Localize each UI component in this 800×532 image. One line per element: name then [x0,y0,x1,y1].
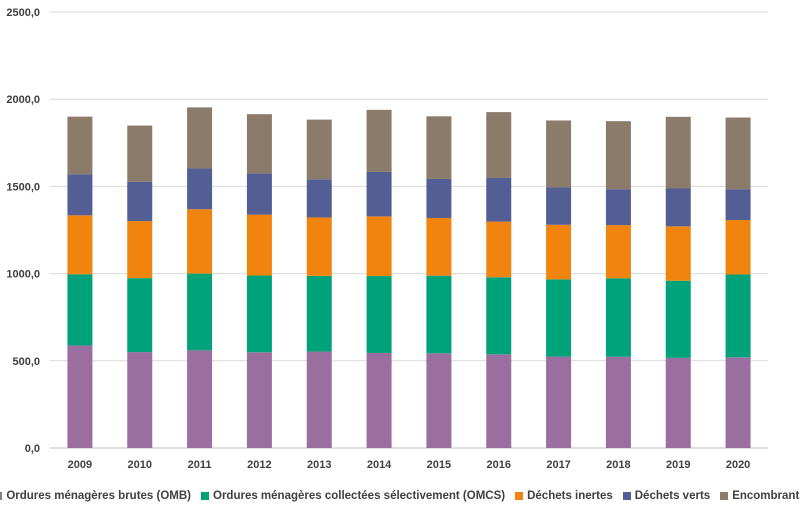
legend-item: Ordures ménagères brutes (OMB) [0,490,191,502]
bar-segment-2018-s4 [605,121,631,190]
gridlines [50,11,768,449]
x-tick-label: 2009 [68,459,92,471]
legend-swatch [201,492,209,500]
bar-segment-2011-s1 [187,273,213,351]
x-tick-label: 2015 [427,459,451,471]
bar-segment-2016-s3 [486,178,512,222]
bar-segment-2017-s0 [546,356,572,448]
bar-segment-2020-s0 [725,357,751,448]
x-tick-label: 2011 [188,459,212,471]
bar-segment-2020-s4 [725,117,751,190]
bar-segment-2013-s1 [306,275,332,352]
legend-swatch [515,492,524,500]
x-tick-label: 2014 [367,459,392,471]
bar-segment-2014-s3 [366,171,392,217]
bar-segment-2019-s3 [665,188,691,227]
stacked-bar-chart: 0,0 500,0 1000,0 1500,0 2000,0 2500,0 2009 201… [6,7,768,471]
legend-swatch [0,492,3,500]
bar-segment-2013-s0 [306,351,332,448]
bar-segment-2015-s3 [426,178,452,218]
x-tick-label: 2017 [546,459,570,471]
bar-segment-2012-s0 [246,352,272,448]
y-tick-label: 1000,0 [6,269,40,281]
y-tick-label: 2500,0 [6,7,40,19]
bar-segment-2011-s3 [187,168,213,210]
bar-segment-2010-s0 [127,352,153,448]
bar-segment-2009-s0 [67,345,93,448]
bar-segment-2010-s2 [127,221,153,279]
x-tick-label: 2019 [666,459,690,471]
bar-segment-2020-s3 [725,189,751,221]
y-tick-label: 2000,0 [6,94,40,106]
y-tick-label: 500,0 [12,356,40,368]
legend: Ordures ménagères brutes (OMB) Ordures mé… [0,486,800,506]
y-tick-label: 0,0 [25,443,40,455]
x-tick-label: 2010 [128,459,152,471]
legend-item: Déchets inertes [515,490,613,502]
bar-segment-2012-s2 [246,214,272,276]
bar-segment-2013-s4 [306,119,332,180]
bar-segment-2016-s2 [486,221,512,278]
bar-segment-2014-s4 [366,109,392,172]
x-tick-label: 2013 [307,459,331,471]
legend-item: Déchets verts [622,490,711,502]
x-tick-label: 2012 [247,459,271,471]
legend-label: Ordures ménagères brutes (OMB) [6,490,191,502]
bar-segment-2010-s1 [127,278,153,353]
bar-segment-2019-s4 [665,116,691,189]
bar-segment-2011-s0 [187,350,213,448]
bar-segment-2012-s4 [246,114,272,174]
y-axis-labels: 0,0 500,0 1000,0 1500,0 2000,0 2500,0 [6,7,40,455]
bar-segment-2017-s2 [546,224,572,280]
bar-segment-2010-s3 [127,181,153,222]
bar-segment-2017-s3 [546,187,572,225]
x-tick-label: 2018 [606,459,630,471]
bar-segment-2016-s1 [486,277,512,355]
bar-segment-2015-s0 [426,353,452,448]
bar-segment-2015-s2 [426,217,452,276]
bar-segment-2014-s2 [366,216,392,277]
bar-segment-2018-s0 [605,356,631,448]
bar-segment-2019-s2 [665,226,691,281]
legend-swatch [720,492,729,500]
bar-segment-2014-s0 [366,352,392,448]
x-tick-label: 2016 [487,459,511,471]
legend-label: Ordures ménagères collectées sélectiveme… [213,490,506,502]
bar-segment-2015-s4 [426,116,452,179]
bar-segment-2019-s1 [665,280,691,358]
bar-segment-2020-s1 [725,274,751,358]
bar-segment-2014-s1 [366,276,392,353]
bar-segment-2017-s4 [546,120,572,188]
legend-item: Ordures ménagères collectées sélectiveme… [201,490,505,502]
bar-segment-2016-s4 [486,112,512,179]
bar-segment-2011-s4 [187,107,213,169]
bar-segment-2013-s3 [306,179,332,218]
x-tick-label: 2020 [726,459,750,471]
legend-label: Déchets inertes [527,490,613,502]
legend-swatch [622,492,631,500]
bar-segment-2010-s4 [127,125,153,182]
bar-segment-2009-s3 [67,174,93,216]
bar-segment-2020-s2 [725,220,751,275]
bars [67,107,751,448]
legend-label: Encombrants [732,490,800,502]
y-tick-label: 1500,0 [6,181,40,193]
bar-segment-2019-s0 [665,357,691,448]
bar-segment-2018-s1 [605,278,631,357]
bar-segment-2018-s2 [605,225,631,279]
bar-segment-2012-s3 [246,173,272,215]
bar-segment-2009-s4 [67,116,93,175]
bar-segment-2016-s0 [486,354,512,448]
legend-label: Déchets verts [634,490,711,502]
bar-segment-2018-s3 [605,189,631,226]
x-axis-labels: 2009 2010 2011 2012 2013 2014 2015 2016 2017 2018… [68,459,751,471]
bar-segment-2012-s1 [246,275,272,353]
legend-item: Encombrants [720,490,800,502]
bar-segment-2013-s2 [306,217,332,276]
bar-segment-2015-s1 [426,275,452,354]
bar-segment-2009-s1 [67,274,93,346]
bar-segment-2017-s1 [546,279,572,357]
bar-segment-2011-s2 [187,209,213,274]
bar-segment-2009-s2 [67,215,93,275]
